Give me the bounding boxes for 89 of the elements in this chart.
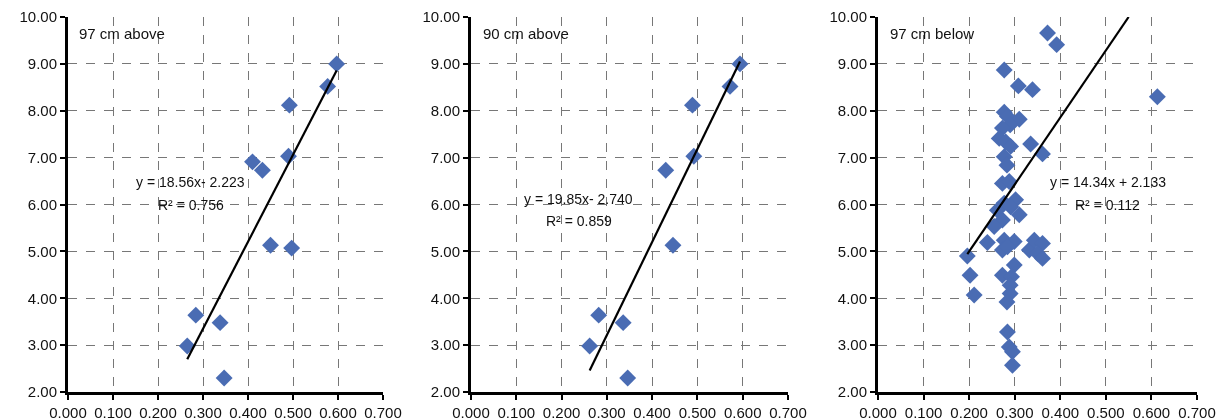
point — [211, 314, 229, 332]
x-tick-label: 0.500 — [1087, 404, 1125, 419]
y-tick-label: 4.00 — [837, 289, 867, 307]
y-tick-label: 6.00 — [430, 195, 460, 213]
point — [995, 61, 1013, 79]
point — [1024, 81, 1041, 99]
x-tick-label: 0.000 — [49, 404, 87, 419]
y-tick-label: 9.00 — [27, 55, 57, 73]
point — [965, 286, 983, 304]
point — [961, 266, 979, 284]
annotation: y = 19.85x- 2.740 — [524, 191, 633, 207]
x-tick-label: 0.500 — [274, 404, 312, 419]
point — [1022, 135, 1040, 153]
point — [1005, 256, 1023, 274]
point — [657, 161, 675, 179]
point — [1010, 206, 1028, 224]
point — [1148, 88, 1166, 106]
y-tick-label: 5.00 — [27, 242, 57, 260]
y-tick-label: 4.00 — [430, 289, 460, 307]
x-tick-label: 0.300 — [995, 404, 1034, 419]
point — [1003, 356, 1021, 374]
y-tick-label: 7.00 — [27, 148, 57, 166]
point — [590, 306, 608, 324]
x-tick-label: 0.500 — [678, 404, 717, 419]
point — [985, 218, 1003, 235]
annotation: 90 cm above — [483, 25, 569, 42]
x-tick-label: 0.100 — [904, 404, 943, 419]
point — [253, 161, 271, 179]
x-tick-label: 0.600 — [723, 404, 762, 419]
point — [684, 96, 701, 114]
y-tick-label: 3.00 — [837, 336, 867, 354]
point — [262, 236, 279, 254]
x-tick-label: 0.400 — [633, 404, 671, 419]
point — [614, 314, 632, 332]
x-tick-label: 0.700 — [364, 404, 402, 419]
y-tick-label: 5.00 — [837, 242, 867, 260]
y-tick-label: 2.00 — [837, 383, 867, 401]
y-tick-label: 6.00 — [27, 195, 57, 213]
point — [958, 247, 976, 265]
point — [283, 239, 301, 257]
y-tick-label: 8.00 — [27, 102, 57, 119]
y-tick-label: 3.00 — [430, 336, 460, 354]
y-tick-label: 10.00 — [19, 8, 57, 26]
y-tick-label: 7.00 — [430, 148, 460, 166]
x-tick-label: 0.100 — [497, 404, 536, 419]
point — [1048, 36, 1066, 54]
point — [1039, 24, 1056, 42]
y-tick-label: 8.00 — [430, 102, 460, 119]
y-tick-label: 4.00 — [27, 289, 57, 307]
x-tick-label: 0.200 — [139, 404, 177, 419]
point — [978, 234, 996, 251]
x-tick-label: 0.600 — [1132, 404, 1171, 419]
x-tick-label: 0.400 — [229, 404, 267, 419]
y-tick-label: 7.00 — [837, 148, 867, 166]
x-tick-label: 0.100 — [94, 404, 132, 419]
point — [215, 369, 233, 387]
x-tick-label: 0.200 — [542, 404, 581, 419]
y-tick-label: 2.00 — [27, 383, 57, 401]
y-tick-label: 9.00 — [430, 55, 460, 73]
y-tick-label: 8.00 — [837, 102, 867, 119]
y-tick-label: 10.00 — [422, 8, 460, 26]
y-tick-label: 5.00 — [430, 242, 460, 260]
point — [581, 337, 599, 355]
x-tick-label: 0.600 — [319, 404, 357, 419]
y-tick-label: 10.00 — [829, 8, 867, 26]
point — [998, 323, 1016, 341]
annotation: 97 cm below — [890, 25, 975, 42]
x-tick-label: 0.200 — [950, 404, 988, 419]
y-tick-label: 2.00 — [430, 383, 460, 401]
point — [244, 153, 261, 171]
point — [187, 306, 205, 324]
x-tick-label: 0.000 — [452, 404, 490, 419]
x-tick-label: 0.300 — [588, 404, 626, 419]
point — [328, 55, 346, 73]
x-tick-label: 0.700 — [769, 404, 807, 419]
point — [1002, 137, 1020, 155]
annotation: 97 cm above — [79, 25, 165, 42]
x-tick-label: 0.700 — [1178, 404, 1216, 419]
y-tick-label: 9.00 — [837, 55, 867, 73]
x-tick-label: 0.300 — [184, 404, 222, 419]
x-tick-label: 0.000 — [859, 404, 897, 419]
point — [619, 369, 637, 387]
y-tick-label: 3.00 — [27, 336, 57, 354]
point — [1009, 77, 1027, 95]
annotation: R² = 0.859 — [546, 213, 612, 229]
point — [280, 96, 298, 114]
y-tick-label: 6.00 — [837, 195, 867, 213]
point — [664, 236, 682, 254]
x-tick-label: 0.400 — [1041, 404, 1080, 419]
